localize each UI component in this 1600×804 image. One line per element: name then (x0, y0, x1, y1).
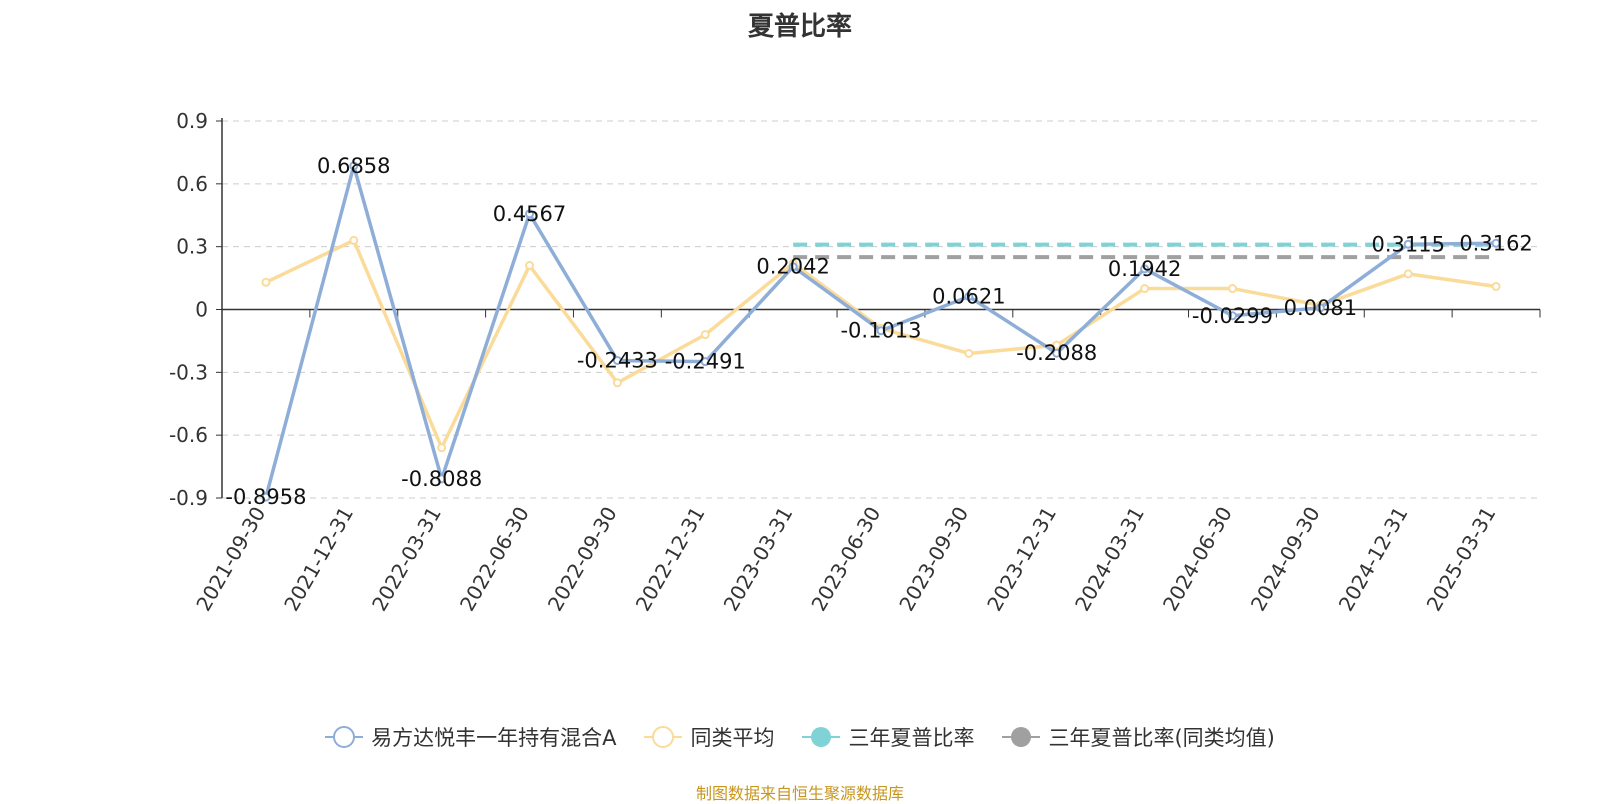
legend-marker-three-year-sharpe-icon (802, 727, 841, 747)
legend-label-fund: 易方达悦丰一年持有混合A (371, 726, 617, 750)
fund-data-label: 0.1942 (1108, 257, 1181, 281)
series-layer (261, 161, 1501, 502)
fund-point (876, 326, 886, 336)
label-layer: -0.8958 0.6858 -0.8088 0.4567 -0.2433 -0.2491… (225, 154, 1532, 509)
y-tick-label: 0.6 (176, 172, 208, 196)
fund-point (1140, 264, 1150, 274)
x-tick-label: 2024-06-30 (1158, 503, 1237, 616)
x-tick-label: 2022-03-31 (367, 502, 446, 615)
fund-data-label: 0.2042 (756, 255, 829, 279)
peer-average-point (964, 348, 974, 358)
x-tick-label: 2024-09-30 (1246, 503, 1325, 616)
legend-marker-three-year-sharpe-peer-icon (1002, 727, 1041, 747)
fund-data-label: -0.8958 (225, 485, 306, 509)
fund-point (1315, 303, 1325, 313)
chart-title: 夏普比率 (747, 12, 852, 42)
peer-average-point (612, 378, 622, 388)
fund-data-label: -0.1013 (840, 319, 921, 343)
x-tick-label: 2023-12-31 (982, 503, 1061, 616)
legend-item-three-year-sharpe[interactable]: 三年夏普比率 (802, 722, 974, 752)
peer-average-point (525, 261, 535, 271)
legend-label-peer-average: 同类平均 (690, 726, 775, 750)
fund-data-label: -0.2433 (577, 348, 658, 372)
fund-point (1052, 348, 1062, 358)
fund-data-label: -0.2491 (665, 350, 746, 374)
fund-point (700, 357, 710, 367)
peer-average-point (1491, 281, 1501, 291)
y-tick-label: 0.3 (176, 235, 208, 259)
fund-data-label: -0.0299 (1192, 304, 1273, 328)
y-tick-label: -0.9 (169, 486, 208, 510)
x-tick-label: 2021-09-30 (191, 503, 270, 616)
legend-marker-peer-average-icon (644, 726, 683, 748)
peer-average-point (261, 277, 271, 287)
x-tick-label: 2023-09-30 (894, 503, 973, 616)
x-tick-label: 2022-12-31 (631, 503, 710, 616)
fund-data-label: 0.3115 (1371, 232, 1444, 256)
peer-average-point (437, 443, 447, 453)
y-tick-label: 0.9 (176, 109, 208, 133)
legend-item-three-year-sharpe-peer[interactable]: 三年夏普比率(同类均值) (1002, 722, 1275, 752)
fund-point (525, 209, 535, 219)
fund-data-label: -0.2088 (1016, 341, 1097, 365)
x-tick-label: 2021-12-31 (279, 503, 358, 616)
fund-data-label: -0.8088 (401, 467, 482, 491)
fund-point (437, 474, 447, 484)
fund-point (964, 291, 974, 301)
legend-item-peer-average[interactable]: 同类平均 (644, 722, 774, 752)
legend-item-fund[interactable]: 易方达悦丰一年持有混合A (325, 722, 616, 752)
fund-point (1491, 238, 1501, 248)
fund-data-label: 0.0081 (1284, 296, 1357, 320)
y-tick-label: -0.3 (169, 360, 208, 384)
legend: 易方达悦丰一年持有混合A 同类平均 三年夏普比率 三年夏普比率(同类均值) (0, 722, 1600, 752)
legend-marker-fund-icon (325, 726, 364, 748)
x-tick-label: 2023-06-30 (806, 503, 885, 616)
x-tick-label: 2022-09-30 (543, 503, 622, 616)
legend-label-three-year-sharpe-peer: 三年夏普比率(同类均值) (1048, 726, 1275, 750)
fund-point (788, 262, 798, 272)
fund-data-label: 0.6858 (317, 154, 390, 178)
fund-point (1403, 239, 1413, 249)
peer-average-point (1140, 284, 1150, 294)
fund-data-label: 0.0621 (932, 284, 1005, 308)
legend-label-three-year-sharpe: 三年夏普比率 (848, 726, 975, 750)
peer-average-point (1227, 284, 1237, 294)
fund-data-label: 0.3162 (1459, 231, 1532, 255)
x-tick-label: 2023-03-31 (719, 503, 798, 616)
x-tick-label: 2024-03-31 (1070, 503, 1149, 616)
peer-average-point (1052, 340, 1062, 350)
peer-average-point (349, 235, 359, 245)
x-tick-label: 2025-03-31 (1421, 503, 1500, 616)
fund-point (349, 161, 359, 171)
peer-average-point (1403, 269, 1413, 279)
y-tick-label: 0 (195, 298, 208, 322)
fund-data-label: 0.4567 (493, 202, 566, 226)
fund-point (612, 355, 622, 365)
y-tick-label: -0.6 (169, 423, 208, 447)
fund-point (1227, 311, 1237, 321)
peer-average-point (700, 330, 710, 340)
source-note: 制图数据来自恒生聚源数据库 (695, 784, 904, 803)
x-tick-label: 2022-06-30 (455, 503, 534, 616)
peer-average-series-line (265, 238, 1497, 450)
fund-point (261, 492, 271, 502)
x-tick-label: 2024-12-31 (1334, 503, 1413, 616)
